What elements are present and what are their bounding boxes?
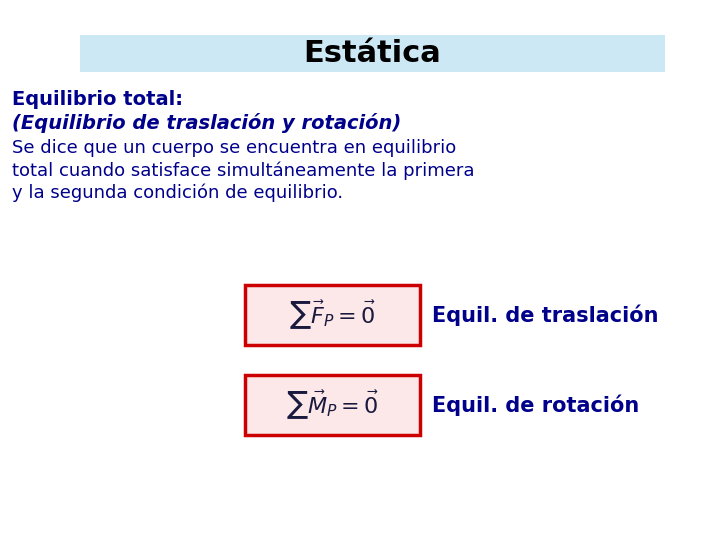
FancyBboxPatch shape [245,375,420,435]
Text: $\sum\vec{F}_{P}=\vec{0}$: $\sum\vec{F}_{P}=\vec{0}$ [289,299,376,332]
FancyBboxPatch shape [80,35,665,72]
Text: Equil. de traslación: Equil. de traslación [432,304,659,326]
Text: $\sum\vec{M}_{P}=\vec{0}$: $\sum\vec{M}_{P}=\vec{0}$ [286,388,379,422]
Text: Equil. de rotación: Equil. de rotación [432,394,639,416]
Text: total cuando satisface simultáneamente la primera: total cuando satisface simultáneamente l… [12,161,474,179]
Text: (Equilibrio de traslación y rotación): (Equilibrio de traslación y rotación) [12,113,401,133]
Text: y la segunda condición de equilibrio.: y la segunda condición de equilibrio. [12,183,343,201]
Text: Equilibrio total:: Equilibrio total: [12,90,183,109]
Text: Estática: Estática [304,39,441,68]
Text: Se dice que un cuerpo se encuentra en equilibrio: Se dice que un cuerpo se encuentra en eq… [12,139,456,157]
FancyBboxPatch shape [245,285,420,345]
